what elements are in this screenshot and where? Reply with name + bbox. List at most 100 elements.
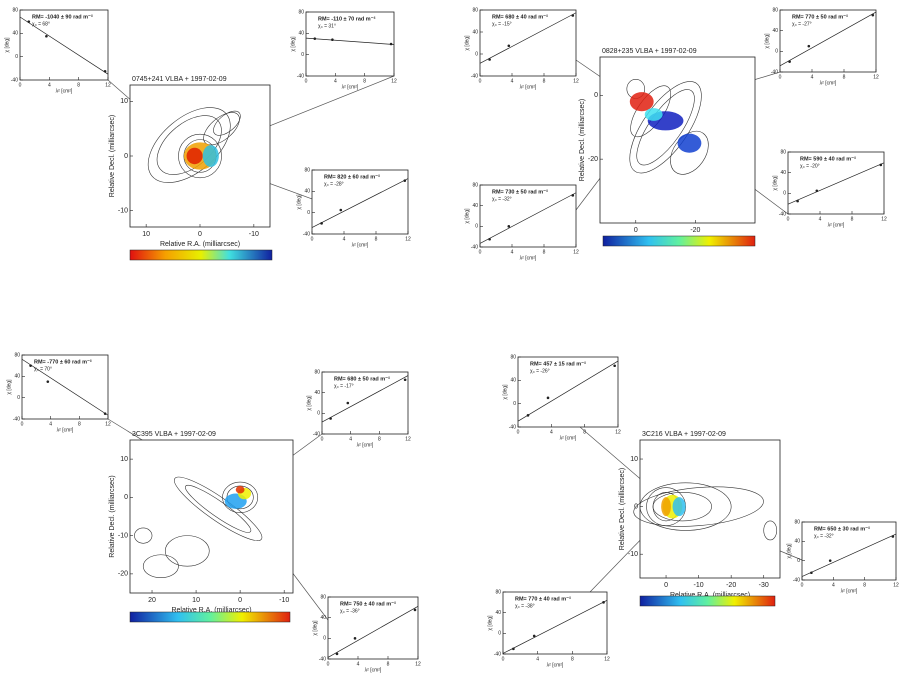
y-tick-label: -40 (494, 651, 501, 657)
plot-frame (801, 521, 897, 581)
x-tick-label: 12 (573, 78, 579, 84)
x-tick-label: 0 (238, 597, 242, 604)
fit-title: RM= 750 ± 40 rad m⁻² (340, 600, 396, 607)
point (27, 20, 31, 23)
map-title: 3C216 VLBA + 1997-02-09 (642, 431, 726, 438)
fit-title: RM= -770 ± 60 rad m⁻² (34, 358, 92, 365)
x-tick-label: 0 (198, 231, 202, 238)
fit-subtitle: χ₀ = -17° (334, 383, 354, 389)
plot-frame (787, 151, 885, 215)
point (313, 37, 317, 40)
x-tick-label: 8 (571, 656, 574, 662)
y-tick-label: 80 (12, 7, 18, 13)
y-tick-label: 10 (630, 456, 638, 463)
y-tick-label: 0 (307, 210, 310, 216)
fit-subtitle: χ₀ = -15° (492, 21, 512, 27)
x-tick-label: 0 (327, 661, 330, 667)
point (512, 647, 515, 651)
x-tick-label: 12 (881, 216, 887, 222)
point (331, 38, 334, 42)
point (29, 364, 32, 367)
y-tick-label: -10 (118, 532, 128, 539)
x-tick-label: 0 (321, 436, 324, 442)
y-tick-label: 0 (323, 636, 326, 642)
x-tick-label: 12 (873, 74, 879, 80)
point (329, 417, 332, 420)
color-bar (602, 235, 756, 247)
fit-line (801, 533, 897, 577)
rm-color (672, 497, 686, 517)
map-title: 3C395 VLBA + 1997-02-09 (132, 431, 216, 438)
x-axis-label: λ² [cm²] (352, 242, 369, 248)
plot-frame (502, 591, 608, 655)
x-tick-label: 0 (664, 582, 668, 589)
y-tick-label: 80 (772, 7, 778, 13)
plot-frame (599, 56, 756, 224)
x-tick-label: 12 (604, 656, 610, 662)
y-tick-label: 40 (314, 390, 320, 396)
point (488, 237, 491, 241)
y-axis-label: χ [deg] (6, 379, 12, 395)
y-tick-label: -10 (118, 207, 128, 214)
point (320, 222, 323, 225)
point (807, 44, 811, 48)
fit-title: RM= 457 ± 15 rad m⁻² (530, 360, 586, 367)
point (339, 208, 343, 212)
x-tick-label: 8 (851, 216, 854, 222)
y-tick-label: 80 (298, 9, 304, 15)
y-tick-label: 40 (772, 28, 778, 34)
x-axis-label: λ² [cm²] (56, 88, 73, 94)
x-tick-label: 12 (573, 249, 579, 255)
y-tick-label: -40 (11, 77, 18, 83)
x-tick-label: 8 (375, 236, 378, 242)
y-tick-label: -40 (793, 577, 800, 583)
fit-line (779, 11, 877, 67)
x-tick-label: 12 (415, 661, 421, 667)
x-axis-label: λ² [cm²] (57, 427, 74, 433)
x-tick-label: 0 (517, 429, 520, 435)
x-tick-label: 0 (305, 78, 308, 84)
point (891, 535, 895, 538)
fit-subtitle: χ₀ = -36° (340, 608, 360, 614)
fit-title: RM= 770 ± 40 rad m⁻² (515, 595, 571, 602)
y-tick-label: 0 (783, 191, 786, 197)
y-axis-label: χ [deg] (772, 175, 778, 191)
x-tick-label: 20 (148, 597, 156, 604)
point (46, 380, 50, 383)
y-tick-label: 80 (780, 149, 786, 155)
y-tick-label: -40 (313, 431, 320, 437)
y-axis-label: χ [deg] (312, 620, 318, 636)
y-tick-label: 40 (472, 203, 478, 209)
point (613, 364, 616, 368)
x-tick-label: 8 (863, 582, 866, 588)
point (828, 559, 832, 562)
x-tick-label: -20 (690, 227, 700, 234)
y-tick-label: 0 (634, 503, 638, 510)
y-axis-label: χ [deg] (502, 384, 508, 400)
y-tick-label: 40 (495, 610, 501, 616)
y-axis-label: Relative Decl. (milliarcsec) (579, 99, 586, 181)
x-tick-label: 0 (502, 656, 505, 662)
y-axis-label: χ [deg] (290, 36, 296, 52)
y-tick-label: -40 (297, 73, 304, 79)
fit-title: RM= 590 ± 40 rad m⁻² (800, 155, 856, 162)
fit-title: RM= 650 ± 30 rad m⁻² (814, 525, 870, 532)
rm-color (629, 92, 654, 112)
y-tick-label: 80 (495, 589, 501, 595)
y-tick-label: 0 (594, 92, 598, 99)
y-tick-label: -20 (118, 571, 128, 578)
y-tick-label: -40 (779, 211, 786, 217)
y-tick-label: 40 (12, 31, 18, 37)
x-axis-label: λ² [cm²] (342, 84, 359, 90)
fit-subtitle: χ₀ = -28° (324, 181, 344, 187)
y-tick-label: 0 (513, 401, 516, 407)
contour (203, 112, 240, 146)
color-bar (639, 595, 776, 607)
contour (142, 554, 179, 579)
point (103, 412, 107, 415)
x-tick-label: 4 (49, 421, 52, 427)
contour (164, 535, 210, 567)
point (879, 163, 883, 167)
x-tick-label: 8 (363, 78, 366, 84)
plot-frame (321, 371, 409, 435)
